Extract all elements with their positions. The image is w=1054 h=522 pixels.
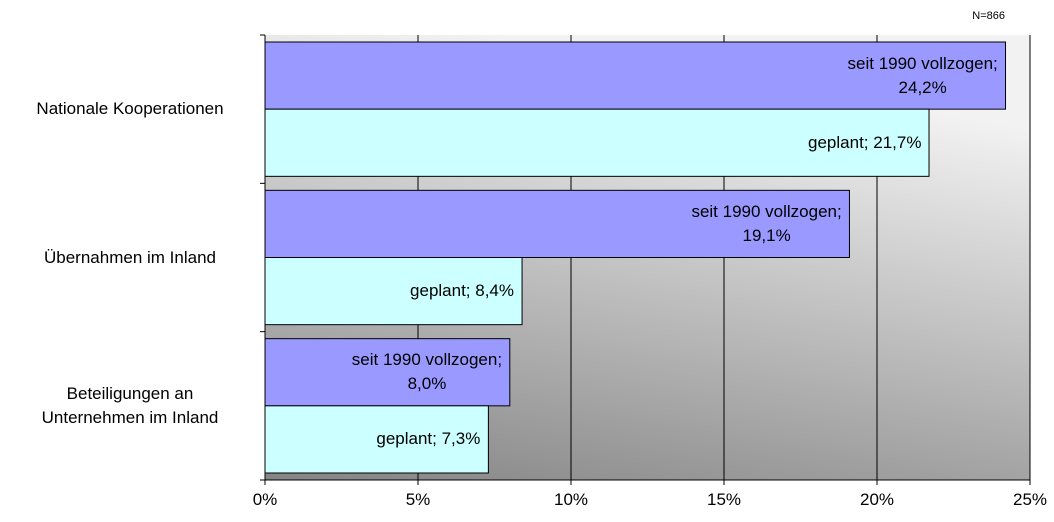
- note: N=866: [972, 10, 1005, 22]
- x-tick-label: 10%: [553, 490, 589, 509]
- x-tick-label: 25%: [1012, 490, 1048, 509]
- bar: [264, 257, 523, 326]
- bar: [264, 338, 511, 407]
- bar: [264, 405, 489, 474]
- x-tick-label: 5%: [405, 490, 431, 509]
- bar: [264, 41, 1007, 110]
- category-label: Nationale Kooperationen: [36, 99, 224, 119]
- data-label: seit 1990 vollzogen; 24,2%: [847, 53, 998, 97]
- x-tick-label: 15%: [706, 490, 742, 509]
- x-tick-label: 0%: [252, 490, 278, 509]
- data-label: geplant; 8,4%: [410, 281, 514, 301]
- data-label: seit 1990 vollzogen; 8,0%: [351, 350, 503, 394]
- data-label: seit 1990 vollzogen; 19,1%: [691, 201, 842, 245]
- category-label: Übernahmen im Inland: [44, 247, 216, 267]
- data-label: geplant; 21,7%: [808, 132, 922, 152]
- x-tick-label: 20%: [859, 490, 895, 509]
- data-label: geplant; 7,3%: [376, 429, 481, 449]
- bar: [264, 108, 930, 177]
- category-label: Beteiligungen an Unternehmen im Inland: [41, 383, 219, 427]
- bar: [264, 189, 850, 258]
